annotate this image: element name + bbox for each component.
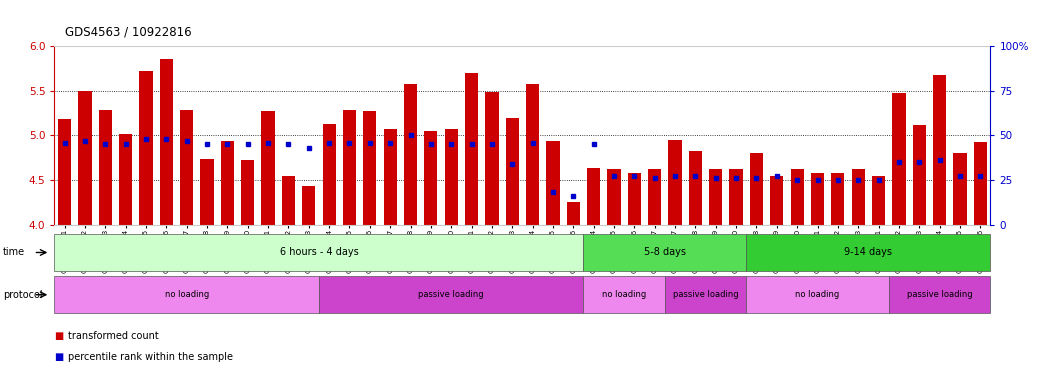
Bar [872,175,885,225]
Bar [98,110,112,225]
Bar [771,175,783,225]
Bar [831,173,845,225]
Bar [851,169,865,225]
Bar [790,169,804,225]
Text: time: time [3,247,25,258]
Text: 5-8 days: 5-8 days [644,247,686,258]
Bar [160,60,173,225]
Bar [282,175,295,225]
Text: ■: ■ [54,352,64,362]
Bar [566,202,580,225]
Bar [58,119,71,225]
Bar [547,141,559,225]
Bar [262,111,274,225]
Text: passive loading: passive loading [673,290,738,299]
Text: GDS4563 / 10922816: GDS4563 / 10922816 [65,25,192,38]
Bar [628,173,641,225]
Bar [79,91,91,225]
Text: no loading: no loading [602,290,646,299]
Bar [750,153,763,225]
Bar [424,131,438,225]
Bar [506,118,519,225]
Bar [648,169,662,225]
Bar [709,169,722,225]
Bar [465,73,478,225]
Bar [689,151,703,225]
Bar [730,169,742,225]
Bar [668,140,682,225]
Bar [119,134,132,225]
Bar [810,173,824,225]
Bar [974,142,987,225]
Bar [587,169,600,225]
Bar [221,141,235,225]
Bar [383,129,397,225]
Bar [526,84,539,225]
Bar [363,111,377,225]
Bar [486,92,498,225]
Bar [404,84,417,225]
Text: 6 hours - 4 days: 6 hours - 4 days [280,247,358,258]
Bar [303,186,315,225]
Bar [139,71,153,225]
Text: no loading: no loading [164,290,208,299]
Bar [607,169,621,225]
Bar [913,125,926,225]
Bar [322,124,336,225]
Bar [180,110,194,225]
Bar [445,129,458,225]
Bar [342,110,356,225]
Text: protocol: protocol [3,290,43,300]
Bar [954,153,966,225]
Bar [241,161,254,225]
Text: 9-14 days: 9-14 days [844,247,892,258]
Text: no loading: no loading [796,290,840,299]
Text: passive loading: passive loading [419,290,484,299]
Bar [200,159,214,225]
Text: ■: ■ [54,331,64,341]
Text: passive loading: passive loading [907,290,973,299]
Bar [933,74,946,225]
Text: percentile rank within the sample: percentile rank within the sample [68,352,233,362]
Bar [892,93,906,225]
Text: transformed count: transformed count [68,331,159,341]
